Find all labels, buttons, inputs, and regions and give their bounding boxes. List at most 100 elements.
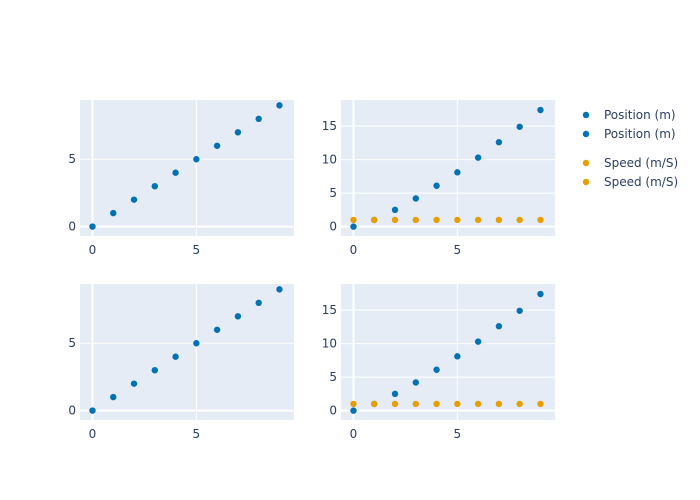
position-point [433,182,440,189]
legend-item-position[interactable]: Position (m) [582,108,676,122]
speed-point [350,400,357,408]
position-point [474,338,482,345]
speed-point [391,400,399,408]
position-point [255,299,262,307]
x-tick-label: 5 [454,243,462,257]
series-position [89,102,283,230]
x-tick-label: 0 [89,427,97,441]
position-point [516,123,523,130]
series-speed [350,400,544,408]
x-tick-label: 0 [350,427,358,441]
position-point [130,380,138,387]
subplot-bottom-right: 0 5 0 5 10 15 [322,284,555,441]
plot-background [341,100,555,236]
speed-point [433,216,440,224]
speed-point [537,216,544,224]
x-tick-label: 5 [193,427,201,441]
speed-point [495,400,503,408]
position-point [172,169,179,176]
y-tick-label: 10 [322,153,337,167]
position-point [412,195,419,202]
y-tick-label: 10 [322,337,337,351]
position-point [89,223,96,230]
position-point [495,323,503,330]
legend-marker [582,159,590,167]
legend-item-position[interactable]: Position (m) [582,127,676,141]
position-point [234,313,242,320]
position-point [350,223,357,230]
position-point [454,353,461,360]
position-point [537,106,544,114]
position-point [130,196,138,203]
legend-label: Position (m) [604,127,676,141]
speed-point [537,400,544,408]
position-point [495,139,503,146]
position-point [193,156,200,163]
subplot-top-left: 0 5 0 5 [68,100,294,257]
speed-point [474,216,482,224]
speed-point [454,216,461,224]
position-point [391,206,399,214]
legend-label: Speed (m/S) [604,156,678,170]
position-point [454,169,461,176]
y-tick-label: 0 [329,404,337,418]
position-point [350,407,357,414]
position-point [151,366,158,374]
plot-background [341,284,555,420]
speed-point [474,400,482,408]
legend-marker [582,130,590,138]
y-tick-label: 15 [322,303,337,317]
speed-point [516,400,523,408]
speed-point [350,216,357,224]
position-point [110,209,117,217]
position-point [193,340,200,347]
speed-point [371,216,378,224]
y-tick-label: 5 [68,152,76,166]
position-point [276,286,283,293]
speed-point [454,400,461,408]
legend-marker [582,178,590,186]
position-point [172,353,179,360]
y-tick-label: 0 [68,220,76,234]
position-point [537,290,544,298]
y-tick-label: 0 [329,220,337,234]
position-point [255,115,262,123]
y-tick-label: 5 [329,186,337,200]
position-point [412,379,419,386]
position-point [89,407,96,414]
position-point [213,326,221,333]
y-tick-label: 5 [68,336,76,350]
position-point [151,182,158,190]
speed-point [412,400,419,408]
speed-point [371,400,378,408]
subplot-top-right: 0 5 0 5 10 15 [322,100,555,257]
x-tick-label: 5 [193,243,201,257]
x-tick-label: 0 [350,243,358,257]
x-tick-label: 5 [454,427,462,441]
position-point [516,307,523,314]
series-position [89,286,283,414]
speed-point [433,400,440,408]
position-point [391,390,399,398]
legend-label: Position (m) [604,108,676,122]
legend-item-speed[interactable]: Speed (m/S) [582,175,678,189]
legend-item-speed[interactable]: Speed (m/S) [582,156,678,170]
y-tick-label: 15 [322,119,337,133]
legend: Position (m) Position (m) Speed (m/S) Speed… [582,108,678,189]
y-tick-label: 0 [68,404,76,418]
x-tick-label: 0 [89,243,97,257]
position-point [433,366,440,373]
series-speed [350,216,544,224]
position-point [474,154,482,161]
speed-point [516,216,523,224]
speed-point [495,216,503,224]
position-point [234,129,242,136]
legend-marker [582,111,590,119]
position-point [276,102,283,109]
position-point [110,393,117,401]
speed-point [391,216,399,224]
position-point [213,142,221,149]
panels-layer: 0 5 0 5 0 5 0 5 10 15 0 5 0 5 0 5 0 5 10 15 [68,100,555,441]
series-position [350,106,544,230]
